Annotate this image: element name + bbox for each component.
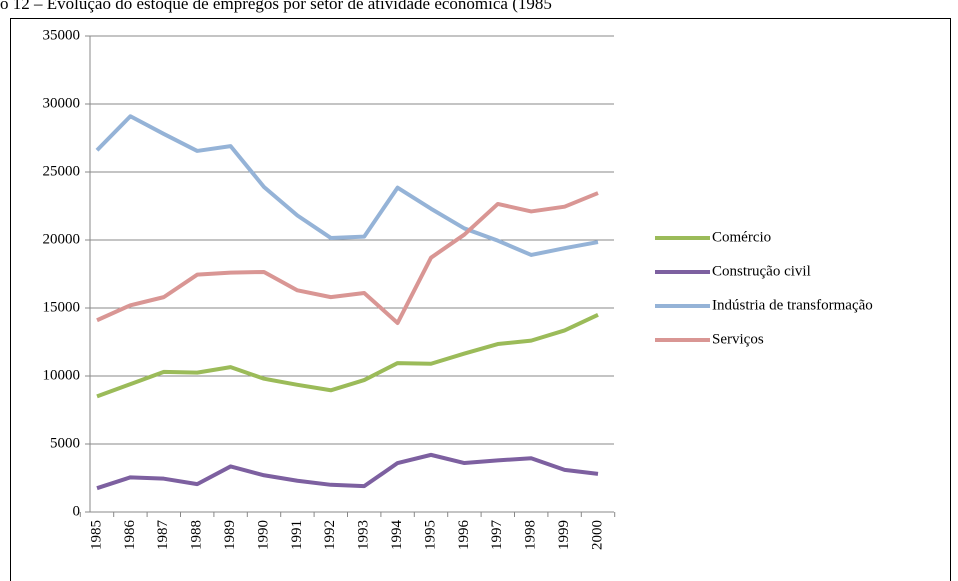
x-tick-label: 1988	[189, 520, 205, 550]
x-tick-label: 1991	[289, 520, 305, 550]
x-tick-label: 2000	[589, 520, 605, 550]
x-tick-label: 1990	[255, 520, 271, 550]
series-line	[96, 191, 599, 325]
x-tick-label: 1999	[556, 520, 572, 550]
chart-title: o 12 – Evolução do estoque de empregos p…	[0, 0, 552, 13]
x-tick-label: 1996	[456, 520, 472, 551]
x-tick-label: 1994	[389, 520, 405, 551]
y-tick-label: 0	[73, 503, 81, 519]
legend-label: Serviços	[712, 331, 764, 347]
x-tick-label: 1985	[88, 520, 104, 550]
x-tick-label: 1993	[356, 520, 372, 550]
legend-label: Comércio	[712, 229, 771, 245]
y-tick-label: 5000	[50, 435, 80, 451]
legend-label: Construção civil	[712, 263, 811, 279]
y-tick-label: 10000	[43, 367, 81, 383]
x-tick-label: 1987	[155, 520, 171, 551]
series-line	[96, 452, 599, 491]
chart-frame	[10, 18, 951, 581]
x-tick-label: 1986	[122, 520, 138, 551]
x-tick-label: 1989	[222, 520, 238, 550]
x-tick-label: 1997	[489, 520, 505, 551]
series-line	[96, 312, 599, 399]
x-tick-label: 1992	[322, 520, 338, 550]
y-tick-label: 30000	[43, 95, 81, 111]
series-line	[95, 114, 599, 257]
y-tick-label: 25000	[43, 163, 81, 179]
y-tick-label: 20000	[43, 231, 81, 247]
x-tick-label: 1998	[523, 520, 539, 550]
y-tick-label: 35000	[43, 27, 81, 43]
y-tick-label: 15000	[43, 299, 81, 315]
legend-label: Indústria de transformação	[712, 297, 873, 313]
x-tick-label: 1995	[422, 520, 438, 550]
